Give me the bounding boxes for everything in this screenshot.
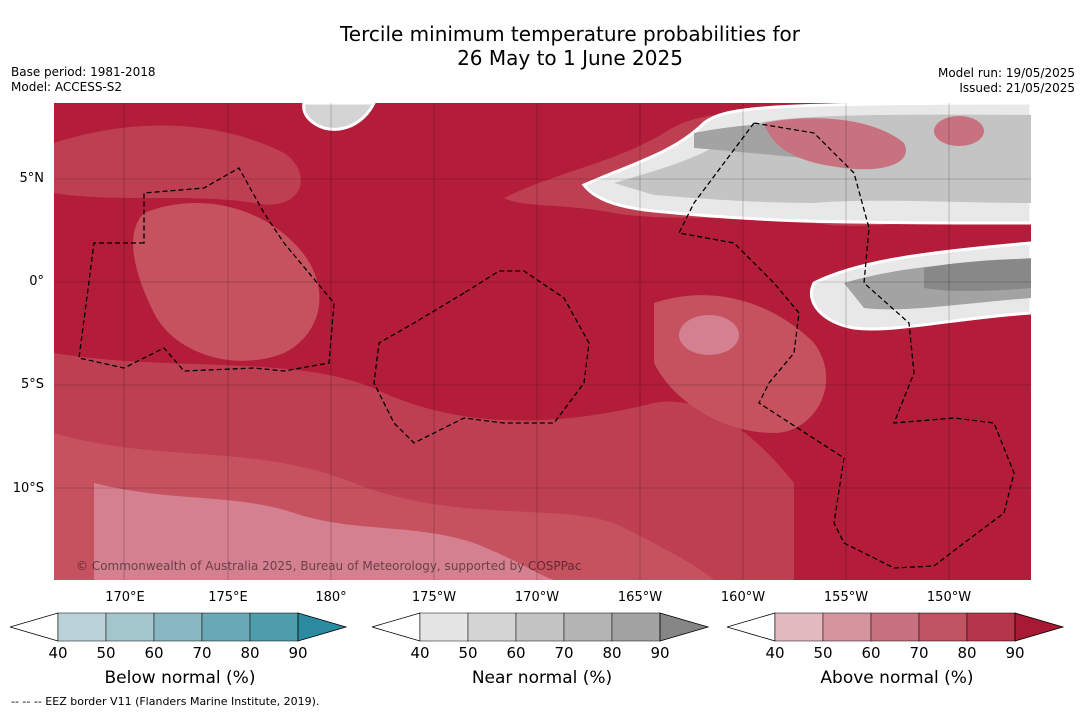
colorbar-tick-label: 70 bbox=[909, 644, 929, 662]
footnote: -- -- -- EEZ border V11 (Flanders Marine… bbox=[11, 695, 320, 708]
colorbar-tick-label: 80 bbox=[957, 644, 977, 662]
title-line-2: 26 May to 1 June 2025 bbox=[457, 46, 683, 70]
title-line-1: Tercile minimum temperature probabilitie… bbox=[339, 22, 801, 46]
lat-label-10s: 10°S bbox=[12, 481, 44, 496]
colorbar-tick-label: 60 bbox=[506, 644, 526, 662]
lat-label-5s: 5°S bbox=[20, 377, 44, 392]
colorbar-title-below: Below normal (%) bbox=[104, 668, 256, 688]
colorbar-extend-low bbox=[372, 612, 421, 642]
lon-label-170w: 170°W bbox=[514, 590, 560, 605]
gridlines bbox=[54, 103, 1031, 580]
colorbar-near-normal bbox=[372, 612, 710, 642]
eez-central bbox=[373, 270, 590, 444]
above-normal-70-north bbox=[54, 125, 301, 205]
colorbar-segment bbox=[467, 612, 517, 642]
lon-label-155w: 155°W bbox=[823, 590, 869, 605]
above-normal-50-east bbox=[679, 315, 739, 355]
colorbar-tick-label: 90 bbox=[288, 644, 308, 662]
near-normal-80-east bbox=[924, 259, 1031, 292]
chart-title: Tercile minimum temperature probabilitie… bbox=[0, 22, 1085, 70]
lon-label-170e: 170°E bbox=[105, 590, 145, 605]
colorbar-segment bbox=[822, 612, 872, 642]
lon-label-175e: 175°E bbox=[208, 590, 248, 605]
eez-west bbox=[78, 167, 335, 372]
colorbar-tick-label: 40 bbox=[765, 644, 785, 662]
lon-label-165w: 165°W bbox=[617, 590, 663, 605]
colorbar-segment bbox=[966, 612, 1016, 642]
model-name: Model: ACCESS-S2 bbox=[11, 80, 123, 94]
meta-right: Model run: 19/05/2025 Issued: 21/05/2025 bbox=[938, 66, 1075, 96]
lon-label-180: 180° bbox=[315, 590, 347, 605]
colorbar-segment bbox=[249, 612, 299, 642]
colorbar-segment bbox=[918, 612, 968, 642]
colorbar-above-normal bbox=[727, 612, 1065, 642]
colorbar-tick-label: 40 bbox=[48, 644, 68, 662]
lon-label-160w: 160°W bbox=[720, 590, 766, 605]
lon-label-150w: 150°W bbox=[926, 590, 972, 605]
colorbar-above-normal-segments bbox=[727, 612, 1065, 642]
colorbar-extend-high bbox=[297, 612, 348, 642]
above-normal-50-south bbox=[94, 483, 554, 580]
base-period: Base period: 1981-2018 bbox=[11, 65, 156, 79]
copyright-text: © Commonwealth of Australia 2025, Bureau… bbox=[76, 559, 581, 573]
colorbar-segment bbox=[419, 612, 469, 642]
colorbar-segment bbox=[774, 612, 824, 642]
colorbar-extend-high bbox=[1014, 612, 1065, 642]
above-normal-patch-ne bbox=[764, 118, 906, 170]
colorbar-tick-label: 80 bbox=[602, 644, 622, 662]
colorbar-extend-high bbox=[659, 612, 710, 642]
eez-east bbox=[678, 122, 1015, 569]
colorbar-segment bbox=[515, 612, 565, 642]
above-normal-60-west bbox=[133, 203, 320, 361]
colorbar-segment bbox=[153, 612, 203, 642]
colorbar-tick-label: 50 bbox=[813, 644, 833, 662]
colorbar-title-above: Above normal (%) bbox=[820, 668, 974, 688]
above-normal-patch-ne2 bbox=[934, 116, 984, 146]
colorbar-near-normal-segments bbox=[372, 612, 710, 642]
colorbar-segment bbox=[870, 612, 920, 642]
meta-left: Base period: 1981-2018 Model: ACCESS-S2 bbox=[11, 65, 156, 95]
probability-map: © Commonwealth of Australia 2025, Bureau… bbox=[54, 103, 1031, 580]
colorbar-title-near: Near normal (%) bbox=[471, 668, 613, 688]
colorbar-tick-label: 40 bbox=[410, 644, 430, 662]
colorbar-extend-low bbox=[727, 612, 776, 642]
colorbar-below-normal bbox=[10, 612, 348, 642]
colorbar-segment bbox=[57, 612, 107, 642]
colorbar-tick-label: 60 bbox=[861, 644, 881, 662]
near-normal-region-nw bbox=[302, 103, 376, 131]
lat-label-0: 0° bbox=[29, 274, 44, 289]
issued-date: Issued: 21/05/2025 bbox=[959, 81, 1075, 95]
lat-label-5n: 5°N bbox=[19, 171, 45, 186]
colorbar-segment bbox=[201, 612, 251, 642]
colorbar-below-normal-segments bbox=[10, 612, 348, 642]
colorbar-tick-label: 50 bbox=[458, 644, 478, 662]
colorbar-segment bbox=[105, 612, 155, 642]
colorbar-tick-label: 90 bbox=[650, 644, 670, 662]
colorbar-tick-label: 90 bbox=[1005, 644, 1025, 662]
eez-borders bbox=[78, 122, 1015, 569]
colorbar-tick-label: 70 bbox=[192, 644, 212, 662]
colorbar-tick-label: 80 bbox=[240, 644, 260, 662]
model-run: Model run: 19/05/2025 bbox=[937, 66, 1075, 80]
colorbar-segment bbox=[611, 612, 661, 642]
colorbar-tick-label: 60 bbox=[144, 644, 164, 662]
colorbar-tick-label: 70 bbox=[554, 644, 574, 662]
colorbar-extend-low bbox=[10, 612, 59, 642]
colorbar-tick-label: 50 bbox=[96, 644, 116, 662]
lon-label-175w: 175°W bbox=[411, 590, 457, 605]
colorbar-segment bbox=[563, 612, 613, 642]
